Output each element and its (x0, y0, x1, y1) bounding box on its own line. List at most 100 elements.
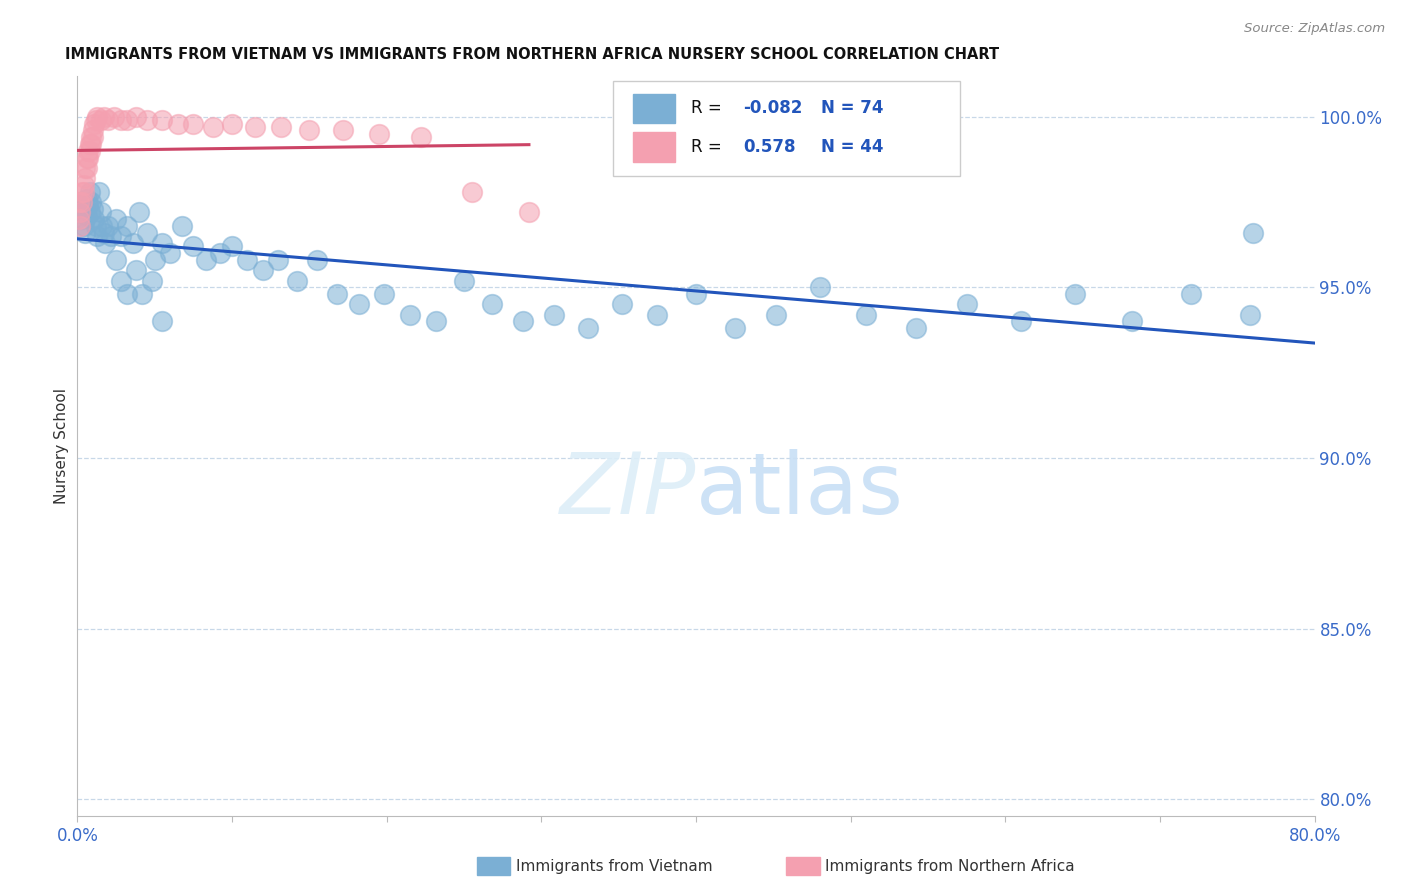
Point (83, 117, 105, 131)
Point (1010, 314, 1032, 328)
FancyBboxPatch shape (633, 132, 675, 161)
Point (855, 308, 877, 322)
Point (152, 235, 174, 250)
Point (347, 297, 370, 311)
Point (1180, 287, 1202, 301)
Point (543, 308, 565, 322)
Point (76, 151, 98, 165)
Point (724, 321, 747, 335)
Point (80, 130, 103, 145)
Point (221, 117, 243, 131)
Point (105, 253, 127, 268)
Point (84, 219, 107, 233)
Text: -0.082: -0.082 (742, 99, 803, 118)
Point (105, 212, 127, 227)
Point (94, 235, 117, 250)
Point (159, 246, 181, 260)
Point (332, 123, 354, 137)
Point (512, 314, 534, 328)
Point (143, 253, 166, 268)
Point (576, 321, 599, 335)
Point (270, 120, 292, 134)
Point (685, 287, 707, 301)
Text: Immigrants from Vietnam: Immigrants from Vietnam (516, 859, 713, 873)
Point (647, 308, 669, 322)
Text: ZIP: ZIP (560, 449, 696, 532)
Text: R =: R = (690, 138, 733, 156)
Text: 0.578: 0.578 (742, 138, 796, 156)
Point (75, 202, 96, 216)
Point (285, 273, 308, 287)
Point (904, 321, 927, 335)
Point (298, 123, 321, 137)
Text: IMMIGRANTS FROM VIETNAM VS IMMIGRANTS FROM NORTHERN AFRICA NURSERY SCHOOL CORREL: IMMIGRANTS FROM VIETNAM VS IMMIGRANTS FR… (65, 47, 1000, 62)
Point (75, 161, 96, 175)
Point (72, 178, 94, 192)
Text: atlas: atlas (696, 449, 904, 532)
Point (72, 185, 94, 199)
Point (86, 110, 108, 124)
Point (82, 202, 104, 216)
Point (115, 113, 138, 128)
Point (252, 263, 274, 277)
Point (194, 253, 217, 268)
Point (152, 314, 174, 328)
Point (67, 195, 90, 210)
Text: Immigrants from Northern Africa: Immigrants from Northern Africa (825, 859, 1076, 873)
Point (110, 273, 132, 287)
Point (172, 219, 194, 233)
Point (236, 253, 259, 268)
Point (76, 192, 98, 206)
Point (481, 297, 503, 311)
Point (67, 212, 90, 227)
Point (69, 205, 91, 219)
Point (100, 229, 122, 244)
Point (97, 113, 120, 128)
Point (80, 136, 103, 151)
Point (93, 226, 115, 240)
Point (79, 144, 101, 158)
Point (152, 113, 174, 128)
Point (77, 198, 100, 212)
Point (70, 205, 93, 219)
Point (90, 113, 111, 128)
Point (75, 171, 96, 186)
Point (110, 229, 132, 244)
Point (72, 219, 94, 233)
Point (765, 308, 787, 322)
FancyBboxPatch shape (633, 94, 675, 123)
Point (409, 130, 432, 145)
Point (167, 117, 190, 131)
Point (79, 136, 101, 151)
Point (110, 113, 132, 128)
Point (86, 229, 108, 244)
Point (808, 280, 831, 294)
Point (80, 195, 103, 210)
Point (1064, 287, 1087, 301)
Point (136, 113, 159, 128)
Point (70, 212, 93, 227)
Point (69, 195, 91, 210)
Text: R =: R = (690, 99, 727, 118)
Point (373, 287, 395, 301)
Point (131, 287, 153, 301)
Point (77, 144, 100, 158)
Point (79, 185, 101, 199)
Point (69, 219, 91, 233)
Point (221, 239, 243, 253)
Text: N = 44: N = 44 (821, 138, 883, 156)
Point (517, 205, 540, 219)
Point (245, 120, 267, 134)
Point (202, 120, 225, 134)
Point (76, 209, 98, 223)
Point (326, 287, 349, 301)
Point (453, 273, 475, 287)
Point (93, 110, 115, 124)
Point (307, 253, 329, 268)
Point (91, 219, 114, 233)
Point (70, 195, 93, 210)
Point (75, 226, 96, 240)
Point (141, 273, 163, 287)
FancyBboxPatch shape (613, 81, 959, 176)
Point (79, 205, 101, 219)
